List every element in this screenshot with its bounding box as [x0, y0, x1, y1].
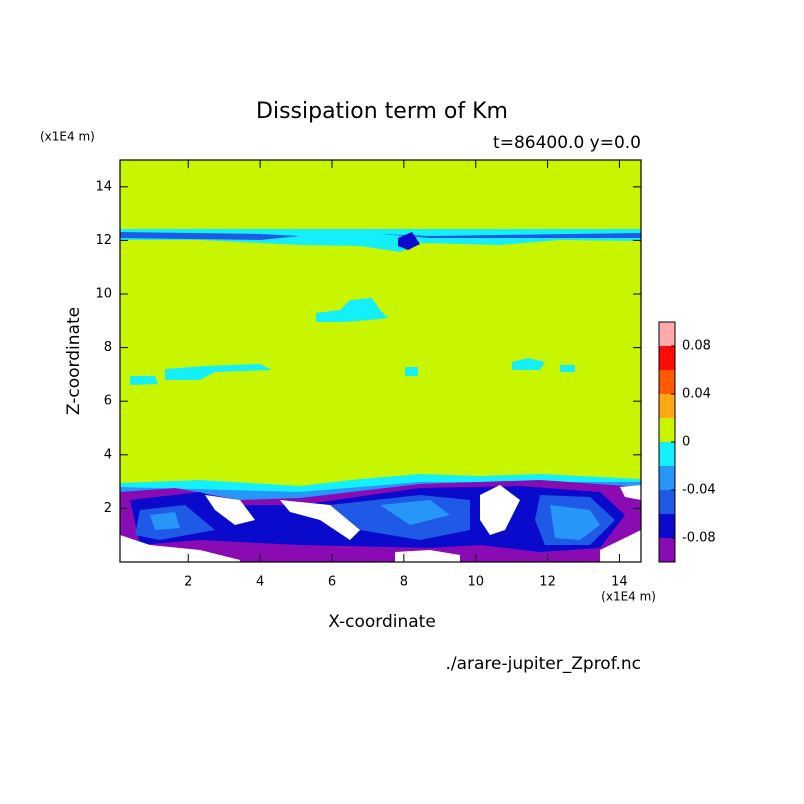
- chart-title: Dissipation term of Km: [256, 99, 508, 124]
- x-tick-label: 8: [400, 575, 408, 590]
- colorbar-tick-label: 0.08: [682, 339, 711, 354]
- x-tick-label: 6: [328, 575, 336, 590]
- colorbar-band: [659, 370, 675, 394]
- contour-region: [316, 298, 388, 322]
- colorbar-band: [659, 418, 675, 442]
- contour-region: [398, 232, 420, 250]
- colorbar-tick-label: 0.04: [682, 387, 711, 402]
- colorbar-band: [659, 514, 675, 538]
- contour-field: [120, 160, 641, 562]
- contour-region: [405, 367, 418, 376]
- contour-region: [550, 505, 600, 540]
- colorbar-tick-label: 0: [682, 435, 690, 450]
- x-tick-label: 14: [611, 575, 628, 590]
- blank-region: [480, 485, 520, 535]
- x-tick-label: 2: [184, 575, 192, 590]
- contour-region: [165, 364, 272, 380]
- source-label: ./arare-jupiter_Zprof.nc: [445, 654, 641, 674]
- y-tick-label: 12: [95, 233, 112, 248]
- x-tick-label: 4: [256, 575, 264, 590]
- plot-frame: [119, 159, 642, 563]
- colorbar-band: [659, 538, 675, 562]
- contour-region: [560, 365, 575, 372]
- y-tick-label: 6: [104, 394, 112, 409]
- y-unit: (x1E4 m): [40, 130, 95, 144]
- blank-region: [600, 530, 641, 562]
- y-tick-label: 2: [104, 501, 112, 516]
- contour-region: [130, 376, 158, 385]
- blank-region: [120, 535, 240, 562]
- axes: -0.08 -0.04 0 0.04 0.08 2 4 6 8 10 12 14 2 4 6 8 10 12 14: [95, 159, 716, 590]
- colorbar-band: [659, 466, 675, 490]
- colorbar-band: [659, 322, 675, 346]
- x-tick-label: 12: [539, 575, 556, 590]
- colorbar-band: [659, 490, 675, 514]
- chart-subtitle: t=86400.0 y=0.0: [493, 133, 641, 153]
- contour-region: [380, 233, 641, 238]
- blank-region: [205, 495, 255, 525]
- contour-region: [150, 512, 180, 530]
- x-unit: (x1E4 m): [601, 590, 656, 604]
- x-axis-title: X-coordinate: [328, 612, 436, 632]
- colorbar-band: [659, 442, 675, 466]
- colorbar-tick-label: -0.04: [682, 483, 716, 498]
- y-tick-label: 10: [95, 287, 112, 302]
- blank-region: [280, 500, 360, 540]
- colorbar-band: [659, 394, 675, 418]
- y-tick-label: 4: [104, 447, 112, 462]
- blank-region: [620, 485, 641, 500]
- y-axis-title: Z-coordinate: [64, 307, 84, 415]
- contour-region: [512, 358, 545, 370]
- blank-region: [395, 550, 460, 562]
- y-tick-label: 8: [104, 340, 112, 355]
- y-tick-label: 14: [95, 179, 112, 194]
- colorbar-tick-label: -0.08: [682, 531, 716, 546]
- contour-region: [380, 500, 450, 525]
- contour-region: [120, 232, 300, 240]
- x-tick-label: 10: [467, 575, 484, 590]
- colorbar-band: [659, 346, 675, 370]
